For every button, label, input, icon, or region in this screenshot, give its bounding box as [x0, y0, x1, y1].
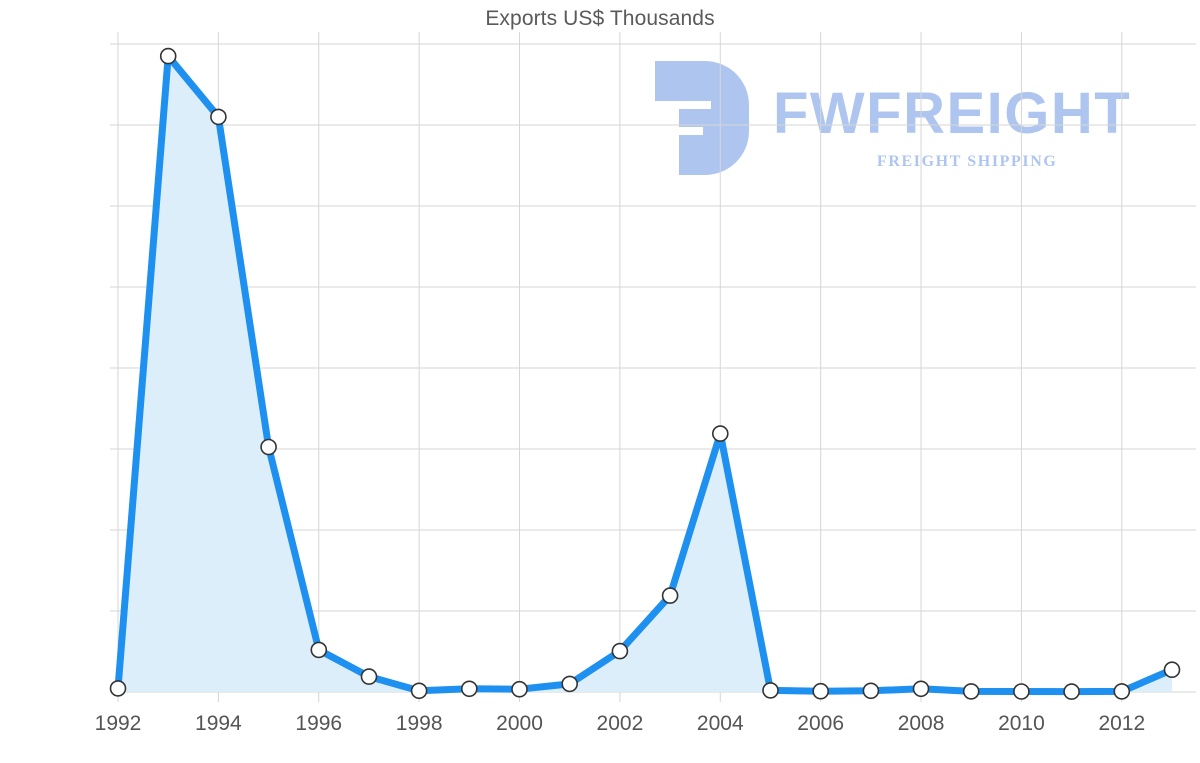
x-axis-tick-label: 2002	[596, 712, 644, 735]
x-axis-tick-label: 2004	[696, 712, 744, 735]
data-point-marker[interactable]	[862, 682, 880, 700]
data-point-marker[interactable]	[460, 680, 478, 698]
data-point-marker[interactable]	[912, 680, 930, 698]
data-point-marker[interactable]	[561, 675, 579, 693]
x-axis-tick-label: 1994	[195, 712, 242, 735]
data-point-marker[interactable]	[1113, 683, 1131, 700]
data-point-marker[interactable]	[360, 668, 378, 685]
data-point-marker[interactable]	[711, 425, 729, 442]
x-axis-tick-label: 2000	[496, 712, 543, 735]
data-point-marker[interactable]	[260, 438, 277, 456]
x-axis-tick-label: 2012	[1098, 712, 1146, 735]
data-point-marker[interactable]	[159, 47, 177, 65]
data-point-marker[interactable]	[511, 680, 528, 698]
data-point-marker[interactable]	[762, 682, 779, 699]
data-point-marker[interactable]	[310, 641, 328, 659]
data-point-marker[interactable]	[661, 587, 679, 604]
data-point-markers[interactable]	[109, 47, 1181, 700]
x-axis-tick-label: 1996	[295, 712, 343, 735]
x-axis-tick-label: 1998	[395, 712, 443, 735]
data-point-marker[interactable]	[812, 682, 830, 700]
x-axis-tick-label: 1992	[94, 712, 142, 735]
x-axis-tick-label: 2008	[897, 712, 945, 735]
data-point-marker[interactable]	[1063, 683, 1080, 700]
data-point-marker[interactable]	[1163, 661, 1181, 679]
data-point-marker[interactable]	[962, 683, 980, 700]
series-line	[114, 52, 1176, 696]
data-point-marker[interactable]	[210, 108, 227, 126]
area-fill	[118, 56, 1172, 693]
data-point-marker[interactable]	[410, 682, 428, 700]
chart-title: Exports US$ Thousands	[485, 7, 715, 30]
data-point-marker[interactable]	[109, 680, 127, 697]
x-axis-tick-label: 2006	[797, 712, 845, 735]
x-axis-tick-label: 2010	[998, 712, 1045, 735]
data-point-marker[interactable]	[611, 642, 629, 660]
data-point-marker[interactable]	[1013, 683, 1030, 700]
